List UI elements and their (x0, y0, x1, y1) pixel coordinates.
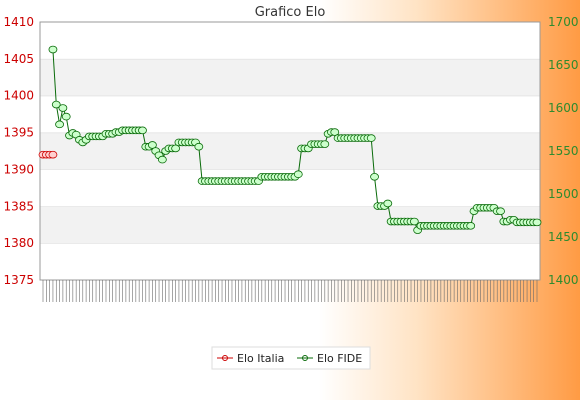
grid-band (40, 22, 540, 59)
data-point-elo-fide (532, 218, 542, 227)
y-left-tick-label: 1385 (3, 199, 34, 213)
legend-label-elo-fide: Elo FIDE (317, 352, 362, 365)
y-left-tick-label: 1395 (3, 126, 34, 140)
data-point-elo-fide (293, 170, 303, 179)
grid-band (40, 95, 540, 133)
plot-area (39, 21, 541, 281)
data-point-elo-fide (330, 128, 340, 136)
data-point-elo-fide (370, 173, 379, 181)
legend-label-elo-italia: Elo Italia (237, 352, 284, 365)
y-left-tick-label: 1375 (3, 273, 34, 287)
legend: Elo Italia Elo FIDE (211, 346, 371, 370)
data-point-elo-fide (61, 112, 71, 121)
data-point-elo-fide (51, 100, 61, 109)
grid-band (40, 132, 540, 170)
y-left-tick-label: 1390 (3, 162, 34, 176)
data-point-elo-fide (148, 141, 157, 149)
y-left-tick-label: 1400 (3, 89, 34, 103)
data-point-elo-fide (409, 217, 419, 226)
data-point-elo-fide (171, 144, 181, 153)
data-point-elo-fide (383, 199, 393, 208)
data-point-elo-fide (194, 142, 204, 151)
legend-box (211, 346, 371, 370)
y-right-tick-label: 1650 (548, 58, 579, 72)
y-left-tick-label: 1405 (3, 52, 34, 66)
data-point-elo-fide (58, 104, 68, 112)
y-right-tick-label: 1450 (548, 230, 579, 244)
y-right-tick-label: 1700 (548, 15, 579, 29)
data-point-elo-fide (496, 207, 505, 216)
y-left-tick-label: 1410 (3, 15, 34, 29)
data-point-elo-italia (48, 150, 58, 159)
data-point-elo-fide (366, 134, 376, 142)
data-point-elo-fide (48, 45, 58, 54)
grid-band (40, 58, 540, 96)
legend-marker-elo-fide (302, 355, 308, 361)
grid-band (40, 243, 540, 280)
y-right-tick-label: 1500 (548, 187, 579, 201)
y-right-tick-label: 1550 (548, 144, 579, 158)
y-right-tick-label: 1600 (548, 101, 579, 115)
legend-marker-elo-italia (222, 355, 228, 361)
y-right-tick-label: 1400 (548, 273, 579, 287)
chart-title: Grafico Elo (255, 5, 326, 20)
y-left-tick-label: 1380 (3, 236, 34, 250)
data-point-elo-fide (320, 140, 330, 148)
data-point-elo-fide (466, 222, 476, 230)
data-point-elo-fide (157, 155, 167, 164)
data-point-elo-fide (138, 126, 147, 135)
data-point-elo-fide (55, 120, 64, 129)
